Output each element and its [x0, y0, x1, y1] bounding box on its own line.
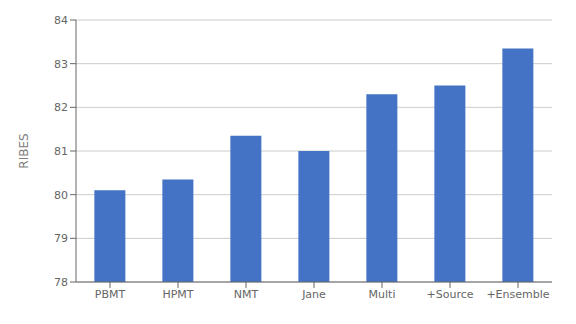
- svg-text:NMT: NMT: [234, 288, 259, 301]
- svg-text:81: 81: [54, 145, 68, 158]
- svg-text:+Ensemble: +Ensemble: [486, 288, 549, 301]
- svg-text:78: 78: [54, 276, 68, 289]
- svg-text:80: 80: [54, 189, 68, 202]
- svg-text:Jane: Jane: [301, 288, 326, 301]
- svg-text:79: 79: [54, 232, 68, 245]
- svg-text:+Source: +Source: [427, 288, 474, 301]
- svg-text:84: 84: [54, 14, 68, 27]
- svg-text:83: 83: [54, 58, 68, 71]
- svg-text:Multi: Multi: [369, 288, 396, 301]
- svg-text:RIBES: RIBES: [17, 133, 31, 168]
- svg-text:HPMT: HPMT: [162, 288, 193, 301]
- svg-text:82: 82: [54, 101, 68, 114]
- svg-text:PBMT: PBMT: [95, 288, 126, 301]
